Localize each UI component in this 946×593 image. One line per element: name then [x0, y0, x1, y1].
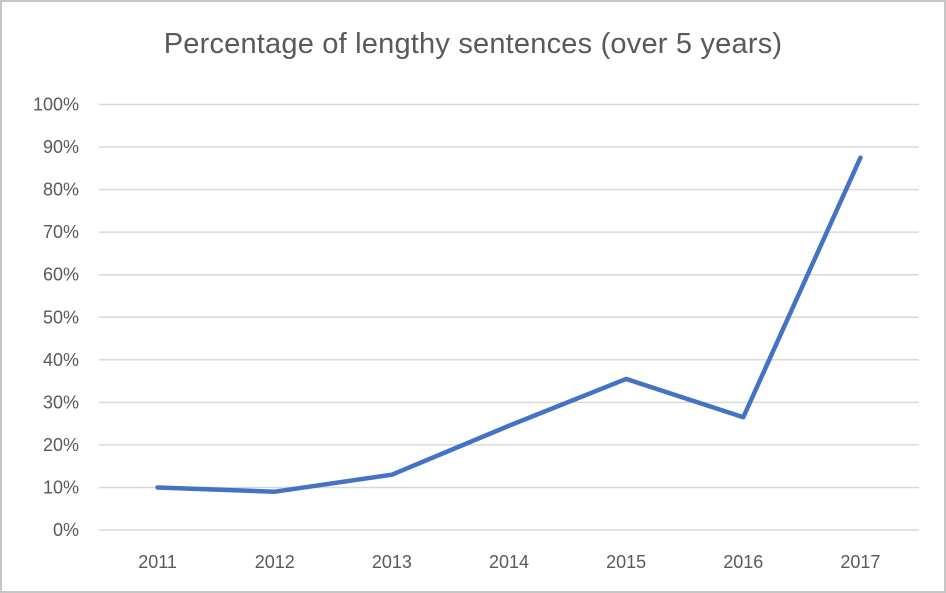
y-axis-tick-label: 80% — [43, 180, 79, 200]
y-axis-tick-label: 90% — [43, 137, 79, 157]
x-axis-tick-label: 2015 — [606, 552, 646, 572]
chart-title: Percentage of lengthy sentences (over 5 … — [163, 28, 783, 60]
x-axis-tick-label: 2016 — [723, 552, 763, 572]
y-axis-tick-label: 70% — [43, 222, 79, 242]
x-axis-tick-label: 2011 — [138, 552, 177, 572]
x-axis-tick-label: 2017 — [840, 552, 880, 572]
y-axis-tick-label: 40% — [43, 350, 79, 370]
x-axis-tick-label: 2014 — [489, 552, 529, 572]
y-axis-tick-label: 0% — [53, 520, 79, 540]
data-series-line — [155, 155, 863, 494]
y-axis-tick-label: 60% — [43, 265, 79, 285]
x-axis-tick-label: 2013 — [372, 552, 412, 572]
y-axis-tick-label: 50% — [43, 307, 79, 327]
y-axis-tick-label: 20% — [43, 435, 79, 455]
y-axis-tick-label: 30% — [43, 392, 79, 412]
x-axis-tick-label: 2012 — [255, 552, 295, 572]
y-axis-tick-label: 10% — [43, 477, 79, 497]
y-axis-tick-label: 100% — [33, 95, 79, 115]
